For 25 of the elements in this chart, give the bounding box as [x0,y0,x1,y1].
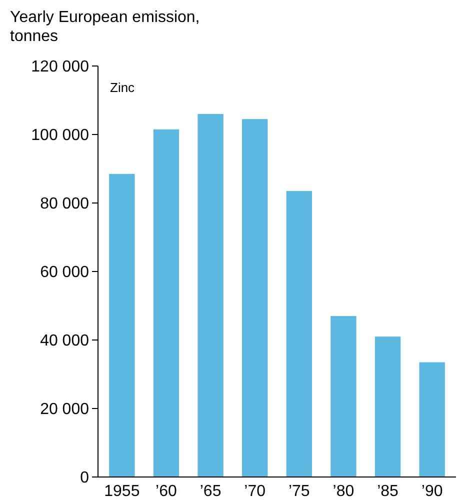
annotation: Zinc [110,80,136,95]
x-tick-label: ’85 [377,483,399,500]
x-tick-label: ’60 [156,483,178,500]
y-tick-label: 0 [80,470,90,487]
y-tick-label: 80 000 [40,196,90,213]
y-tick-label: 60 000 [40,264,90,282]
bar [153,129,180,477]
x-tick-label: ’65 [200,483,222,500]
x-tick-label: 1955 [104,483,140,500]
x-tick-label: ’80 [332,483,354,500]
x-tick-label: ’70 [244,483,266,500]
x-tick-label: ’90 [421,483,443,500]
y-tick-label: 100 000 [31,127,90,144]
bar [198,114,224,477]
y-tick-label: 40 000 [40,332,90,350]
bar [419,362,445,477]
x-tick-label: ’75 [288,483,310,500]
y-tick-label: 20 000 [40,401,90,418]
y-axis-title: Yearly European emission, tonnes [10,9,200,45]
y-tick-label: 120 000 [31,58,90,76]
bar [374,336,401,477]
bar [242,119,268,477]
bar [286,191,312,477]
bar [109,174,135,477]
bar [330,316,356,477]
